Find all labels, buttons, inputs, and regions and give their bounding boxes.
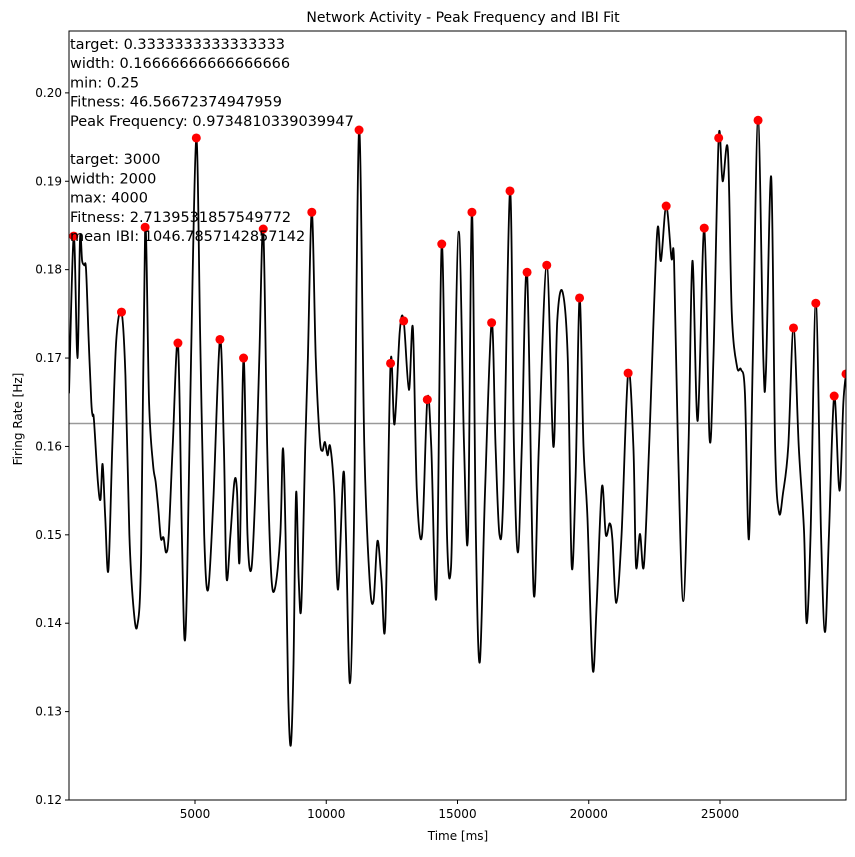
peak-marker-25 — [789, 323, 798, 333]
x-tick-label-3: 20000 — [570, 807, 608, 821]
axes: 5000 10000 15000 20000 25000 0.12 0.13 0.14 0.15… — [35, 30, 847, 821]
y-tick-label-4: 0.16 — [35, 439, 62, 453]
x-tick-label-2: 15000 — [438, 807, 476, 821]
annotation-line-0: target: 0.3333333333333333 — [70, 37, 285, 53]
firing-rate-line-0 — [69, 119, 846, 747]
annotation-line-10: mean IBI: 1046.7857142857142 — [70, 229, 305, 245]
annotation-line-9: Fitness: 2.7139531857549772 — [70, 210, 291, 226]
annotation-line-7: width: 2000 — [70, 171, 156, 187]
y-tick-label-1: 0.13 — [35, 705, 62, 719]
peak-marker-22 — [699, 223, 709, 233]
peak-marker-23 — [714, 133, 724, 143]
peak-marker-16 — [505, 186, 515, 196]
annotation-line-8: max: 4000 — [70, 191, 148, 207]
y-tick-label-5: 0.17 — [35, 351, 62, 365]
y-tick-label-7: 0.19 — [35, 174, 62, 188]
peak-marker-6 — [239, 353, 249, 363]
peak-marker-12 — [422, 395, 432, 405]
peak-marker-15 — [487, 318, 497, 328]
y-tick-label-3: 0.15 — [35, 528, 62, 542]
x-tick-label-1: 10000 — [307, 807, 345, 821]
chart-title: Network Activity - Peak Frequency and IB… — [306, 10, 620, 26]
peak-marker-19 — [575, 293, 585, 303]
x-tick-label-4: 25000 — [701, 807, 739, 821]
peak-marker-14 — [467, 207, 477, 217]
peak-marker-10 — [386, 358, 396, 368]
peak-marker-3 — [173, 338, 183, 348]
peak-marker-17 — [522, 267, 532, 277]
peak-marker-28 — [841, 369, 846, 379]
annotation-line-3: Fitness: 46.56672374947959 — [70, 95, 282, 111]
peak-marker-0 — [69, 231, 79, 241]
y-axis-label: Firing Rate [Hz] — [11, 373, 25, 466]
plot-content — [69, 115, 846, 747]
peak-marker-9 — [354, 125, 364, 135]
y-tick-label-0: 0.12 — [35, 793, 62, 807]
peak-marker-27 — [829, 391, 839, 401]
peak-marker-24 — [753, 115, 763, 125]
annotation-line-6: target: 3000 — [70, 152, 160, 168]
peak-marker-21 — [661, 201, 671, 211]
fit-annotation: target: 0.3333333333333333 width: 0.16666… — [70, 37, 354, 245]
peak-marker-20 — [623, 368, 633, 378]
peak-marker-5 — [215, 334, 225, 344]
peak-marker-8 — [307, 207, 317, 217]
y-tick-label-6: 0.18 — [35, 263, 62, 277]
annotation-line-4: Peak Frequency: 0.9734810339039947 — [70, 114, 354, 130]
x-axis-label: Time [ms] — [427, 829, 489, 843]
annotation-line-1: width: 0.16666666666666666 — [70, 56, 290, 72]
peak-marker-11 — [399, 316, 409, 326]
peak-marker-2 — [140, 222, 150, 232]
peak-marker-7 — [258, 224, 268, 234]
y-tick-label-8: 0.20 — [35, 86, 62, 100]
plot-frame — [68, 30, 847, 801]
peak-marker-26 — [811, 298, 821, 308]
y-tick-label-2: 0.14 — [35, 616, 62, 630]
peak-marker-13 — [437, 239, 447, 249]
annotation-line-2: min: 0.25 — [70, 75, 139, 91]
plot-area — [69, 115, 846, 747]
peak-marker-1 — [117, 307, 126, 317]
x-tick-label-0: 5000 — [180, 807, 211, 821]
peak-marker-4 — [191, 133, 201, 143]
peak-marker-18 — [542, 260, 552, 270]
